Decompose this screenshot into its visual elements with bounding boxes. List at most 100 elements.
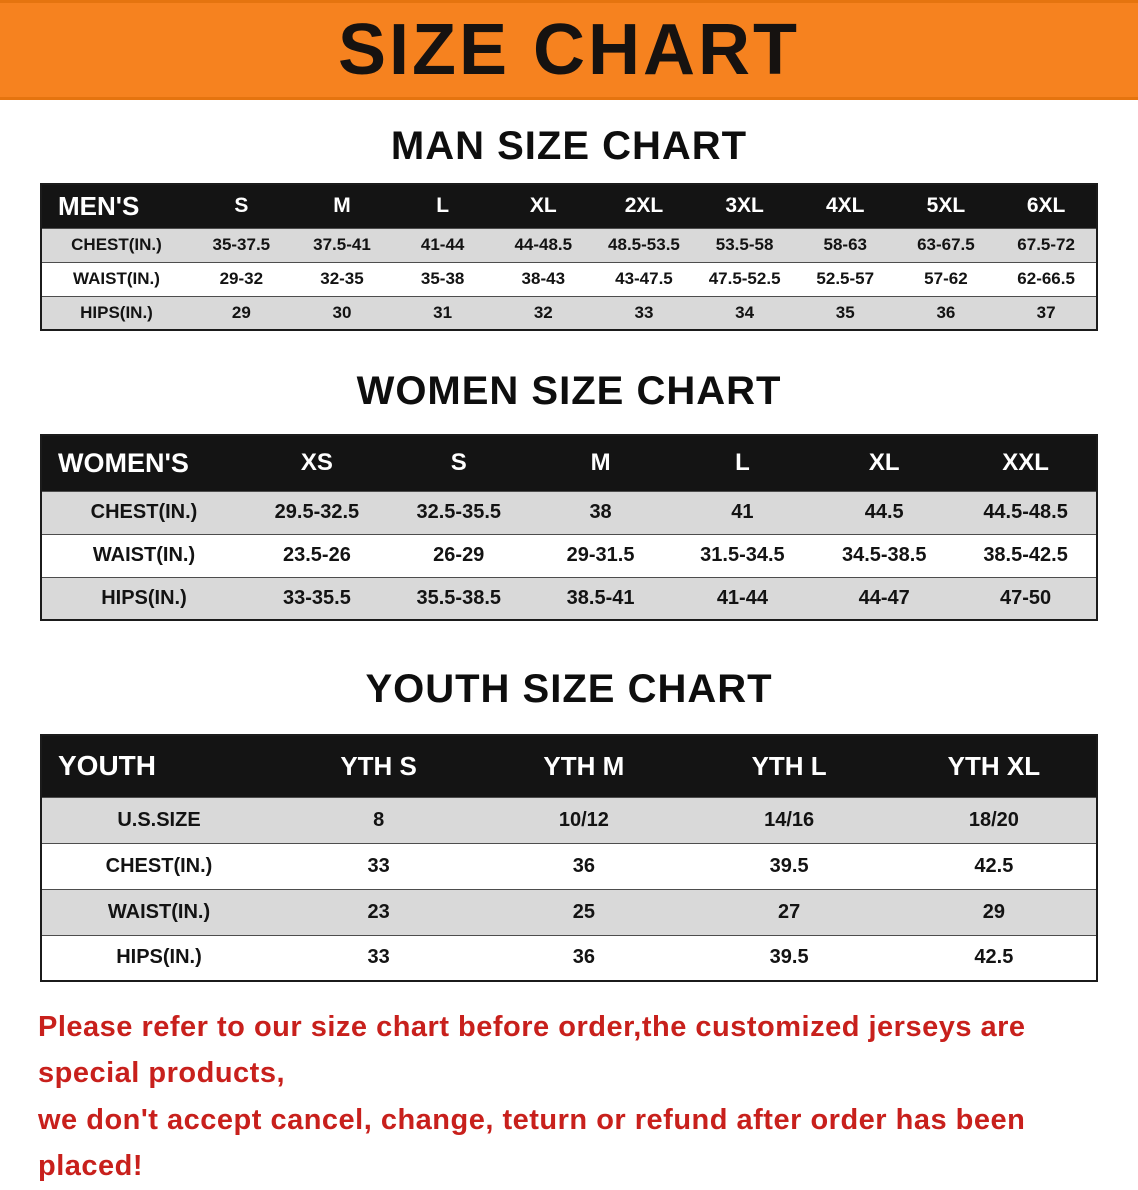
value-cell: 41: [731, 501, 754, 523]
value-cell: 42.5: [974, 946, 1014, 969]
value-cell: 10/12: [558, 808, 609, 831]
value-cell: 35: [835, 302, 855, 322]
value-cell: 39.5: [769, 854, 809, 877]
table-title-cell: YOUTH: [41, 735, 276, 797]
value-cell: 35.5-38.5: [416, 586, 501, 609]
size-header-cell: S: [387, 435, 530, 491]
men-size-section: MAN SIZE CHART MEN'S S M L XL 2XL 3XL 4XL 5XL 6XL…: [0, 124, 1138, 331]
size-header-cell: 3XL: [694, 184, 795, 228]
value-cell: 29-32: [219, 269, 264, 288]
women-size-section: WOMEN SIZE CHART WOMEN'S XS S M L XL XXL CHEST(…: [0, 369, 1138, 621]
table-row: CHEST(IN.) 33 36 39.5 42.5: [41, 843, 1097, 889]
size-header-cell: YTH XL: [891, 735, 1097, 797]
value-cell: 44.5-48.5: [983, 501, 1068, 523]
value-cell: 38: [589, 501, 612, 523]
value-cell: 42.5: [974, 854, 1014, 877]
value-cell: 14/16: [764, 808, 815, 831]
size-header-cell: XXL: [955, 435, 1097, 491]
table-row: CHEST(IN.) 35-37.5 37.5-41 41-44 44-48.5 48.5…: [41, 228, 1097, 262]
banner: SIZE CHART: [0, 0, 1138, 100]
size-header-cell: L: [392, 184, 493, 228]
value-cell: 23: [367, 900, 390, 923]
men-size-table: MEN'S S M L XL 2XL 3XL 4XL 5XL 6XL CHEST(IN.) 35-37…: [40, 183, 1098, 331]
table-row: WAIST(IN.) 23 25 27 29: [41, 889, 1097, 935]
value-cell: 29: [231, 302, 251, 322]
value-cell: 25: [572, 900, 595, 923]
table-header-row: WOMEN'S XS S M L XL XXL: [41, 435, 1097, 491]
value-cell: 8: [373, 808, 385, 831]
table-title-cell: WOMEN'S: [41, 435, 246, 491]
value-cell: 33: [367, 946, 390, 969]
value-cell: 18/20: [968, 808, 1019, 831]
value-cell: 35-37.5: [212, 235, 271, 254]
value-cell: 38.5-42.5: [983, 544, 1068, 566]
row-label-cell: HIPS(IN.): [80, 302, 153, 322]
size-header-cell: M: [529, 435, 672, 491]
women-section-heading: WOMEN SIZE CHART: [356, 369, 782, 413]
table-row: CHEST(IN.) 29.5-32.5 32.5-35.5 38 41 44.5 44.5…: [41, 491, 1097, 534]
row-label-cell: WAIST(IN.): [92, 544, 196, 566]
value-cell: 37: [1036, 302, 1056, 322]
value-cell: 36: [936, 302, 956, 322]
table-header-row: MEN'S S M L XL 2XL 3XL 4XL 5XL 6XL: [41, 184, 1097, 228]
value-cell: 47.5-52.5: [708, 269, 781, 288]
row-label-cell: CHEST(IN.): [71, 235, 162, 254]
row-label-cell: U.S.SIZE: [117, 808, 201, 831]
value-cell: 44-48.5: [514, 235, 573, 254]
value-cell: 27: [778, 900, 801, 923]
table-row: HIPS(IN.) 33 36 39.5 42.5: [41, 935, 1097, 981]
size-header-cell: 2XL: [593, 184, 695, 228]
size-header-cell: YTH L: [686, 735, 892, 797]
row-label-cell: CHEST(IN.): [105, 854, 213, 877]
size-header-cell: 5XL: [895, 184, 997, 228]
value-cell: 31: [433, 302, 453, 322]
size-header-cell: 6XL: [996, 184, 1097, 228]
value-cell: 31.5-34.5: [700, 544, 785, 566]
value-cell: 41-44: [420, 235, 465, 254]
value-cell: 29.5-32.5: [274, 501, 360, 523]
size-header-cell: XL: [492, 184, 594, 228]
table-header-row: YOUTH YTH S YTH M YTH L YTH XL: [41, 735, 1097, 797]
value-cell: 37.5-41: [313, 235, 371, 254]
value-cell: 52.5-57: [816, 269, 875, 288]
value-cell: 47-50: [999, 586, 1052, 609]
value-cell: 33: [367, 854, 390, 877]
men-section-heading: MAN SIZE CHART: [390, 124, 748, 168]
row-label-cell: HIPS(IN.): [101, 586, 187, 609]
row-label-cell: CHEST(IN.): [90, 501, 198, 523]
table-title-cell: MEN'S: [41, 184, 191, 228]
table-row: WAIST(IN.) 29-32 32-35 35-38 38-43 43-47.5 47.…: [41, 262, 1097, 296]
size-header-cell: XL: [813, 435, 956, 491]
value-cell: 36: [572, 854, 595, 877]
size-header-cell: M: [291, 184, 393, 228]
value-cell: 58-63: [823, 235, 867, 254]
value-cell: 23.5-26: [282, 544, 351, 566]
row-label-cell: WAIST(IN.): [73, 269, 160, 288]
table-row: WAIST(IN.) 23.5-26 26-29 29-31.5 31.5-34.5 34…: [41, 534, 1097, 577]
value-cell: 39.5: [769, 946, 809, 969]
value-cell: 33: [634, 302, 654, 322]
table-row: HIPS(IN.) 29 30 31 32 33 34 35 36 37: [41, 296, 1097, 330]
value-cell: 34: [735, 302, 755, 322]
value-cell: 26-29: [433, 544, 485, 566]
women-size-table: WOMEN'S XS S M L XL XXL CHEST(IN.) 29.5-32.5 32.5…: [40, 434, 1098, 621]
row-label-cell: WAIST(IN.): [107, 900, 211, 923]
value-cell: 41-44: [716, 586, 768, 609]
youth-section-heading: YOUTH SIZE CHART: [365, 667, 773, 711]
value-cell: 38-43: [521, 269, 566, 288]
value-cell: 36: [572, 946, 595, 969]
value-cell: 35-38: [420, 269, 465, 288]
value-cell: 57-62: [924, 269, 968, 288]
value-cell: 29: [982, 900, 1005, 923]
footer-note: Please refer to our size chart before or…: [0, 982, 1138, 1190]
size-header-cell: 4XL: [794, 184, 896, 228]
value-cell: 53.5-58: [715, 235, 774, 254]
youth-size-table: YOUTH YTH S YTH M YTH L YTH XL U.S.SIZE 8 10/12…: [40, 734, 1098, 982]
value-cell: 33-35.5: [282, 586, 351, 609]
value-cell: 62-66.5: [1017, 269, 1075, 288]
value-cell: 34.5-38.5: [841, 544, 927, 566]
note-line-1: Please refer to our size chart before or…: [38, 1011, 1026, 1090]
size-header-cell: L: [671, 435, 814, 491]
value-cell: 63-67.5: [917, 235, 975, 254]
value-cell: 32: [533, 302, 553, 322]
